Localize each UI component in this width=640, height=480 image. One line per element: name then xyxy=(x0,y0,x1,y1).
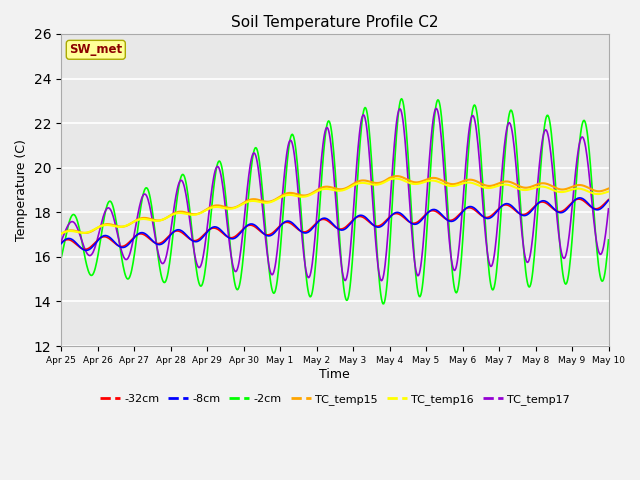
-2cm xyxy=(57,256,65,262)
TC_temp17 xyxy=(433,106,440,111)
TC_temp15 xyxy=(122,223,129,229)
-8cm xyxy=(250,222,257,228)
TC_temp15 xyxy=(391,173,399,179)
TC_temp16 xyxy=(422,179,430,184)
TC_temp16 xyxy=(391,176,399,181)
-2cm xyxy=(392,142,399,148)
-8cm xyxy=(605,197,612,203)
TC_temp16 xyxy=(57,231,65,237)
TC_temp15 xyxy=(270,197,278,203)
-8cm xyxy=(422,211,430,217)
TC_temp16 xyxy=(270,198,278,204)
TC_temp15 xyxy=(605,186,612,192)
Legend: -32cm, -8cm, -2cm, TC_temp15, TC_temp16, TC_temp17: -32cm, -8cm, -2cm, TC_temp15, TC_temp16,… xyxy=(95,389,575,409)
X-axis label: Time: Time xyxy=(319,368,350,381)
-32cm xyxy=(223,233,230,239)
TC_temp15 xyxy=(393,173,401,179)
-32cm xyxy=(57,240,65,246)
-2cm xyxy=(249,152,257,158)
TC_temp15 xyxy=(222,204,230,210)
-8cm xyxy=(392,210,399,216)
TC_temp17 xyxy=(378,278,385,284)
-2cm xyxy=(605,237,612,243)
-32cm xyxy=(271,228,278,234)
TC_temp15 xyxy=(57,231,65,237)
TC_temp17 xyxy=(249,151,257,156)
-32cm xyxy=(575,196,582,202)
-32cm xyxy=(81,247,89,252)
-2cm xyxy=(423,222,431,228)
TC_temp15 xyxy=(422,177,430,182)
TC_temp17 xyxy=(222,209,230,215)
Line: TC_temp17: TC_temp17 xyxy=(61,108,609,281)
Line: -8cm: -8cm xyxy=(61,198,609,251)
TC_temp16 xyxy=(249,198,257,204)
TC_temp17 xyxy=(122,256,129,262)
Text: SW_met: SW_met xyxy=(69,43,122,56)
-2cm xyxy=(397,96,405,102)
TC_temp15 xyxy=(249,196,257,202)
-2cm xyxy=(380,301,387,307)
Line: -32cm: -32cm xyxy=(61,199,609,250)
-8cm xyxy=(122,244,130,250)
-2cm xyxy=(270,290,278,296)
TC_temp17 xyxy=(422,197,430,203)
TC_temp16 xyxy=(222,205,230,211)
-32cm xyxy=(605,197,612,203)
TC_temp17 xyxy=(392,126,399,132)
-32cm xyxy=(392,211,399,216)
TC_temp17 xyxy=(57,239,65,245)
Y-axis label: Temperature (C): Temperature (C) xyxy=(15,139,28,241)
TC_temp16 xyxy=(605,189,612,194)
-2cm xyxy=(222,196,230,202)
-8cm xyxy=(271,230,278,236)
Line: -2cm: -2cm xyxy=(61,99,609,304)
-8cm xyxy=(82,248,90,253)
-32cm xyxy=(422,211,430,216)
-8cm xyxy=(576,195,584,201)
-8cm xyxy=(57,241,65,247)
Title: Soil Temperature Profile C2: Soil Temperature Profile C2 xyxy=(231,15,438,30)
Line: TC_temp15: TC_temp15 xyxy=(61,176,609,234)
-8cm xyxy=(223,233,230,239)
Line: TC_temp16: TC_temp16 xyxy=(61,179,609,234)
-2cm xyxy=(122,272,129,278)
TC_temp16 xyxy=(122,223,129,229)
TC_temp16 xyxy=(392,176,399,181)
TC_temp17 xyxy=(605,206,612,212)
-32cm xyxy=(250,223,257,229)
-32cm xyxy=(122,242,130,248)
TC_temp17 xyxy=(270,269,278,275)
